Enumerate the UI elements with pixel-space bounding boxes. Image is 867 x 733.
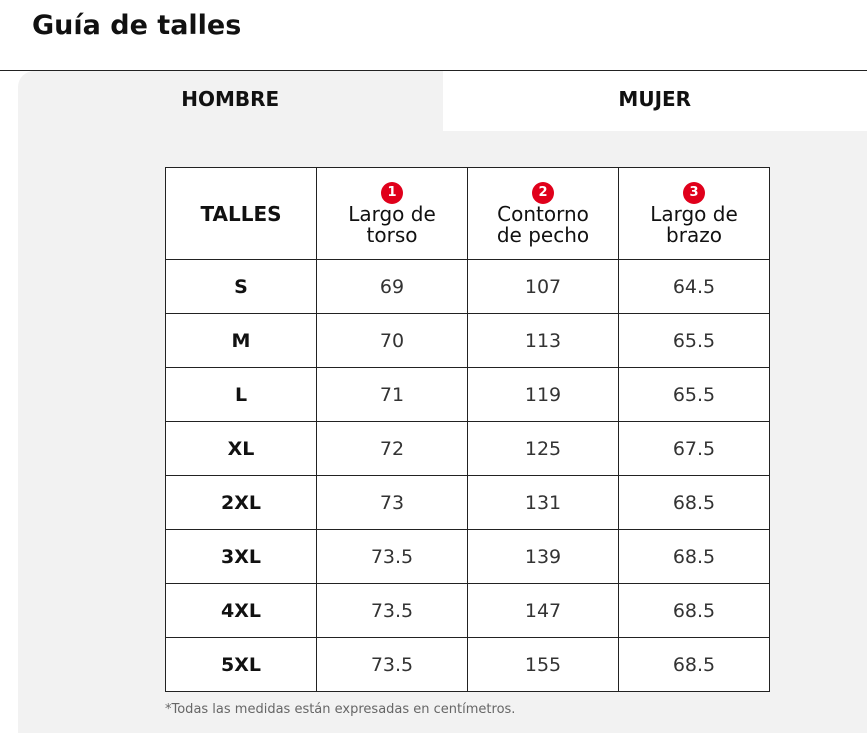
table-cell: 73.5 — [316, 637, 468, 692]
table-cell: L — [165, 367, 317, 422]
table-cell: 72 — [316, 421, 468, 476]
table-cell: 107 — [467, 259, 619, 314]
table-cell: 155 — [467, 637, 619, 692]
table-cell: 2XL — [165, 475, 317, 530]
table-cell: 68.5 — [618, 637, 770, 692]
table-cell: 73 — [316, 475, 468, 530]
badge: 3 — [683, 181, 705, 204]
header-label: Contorno de pecho — [496, 201, 590, 247]
table-cell: 67.5 — [618, 421, 770, 476]
badge: 1 — [381, 181, 403, 204]
table-cell: M — [165, 313, 317, 368]
table-cell: S — [165, 259, 317, 314]
footnote: *Todas las medidas están expresadas en c… — [165, 702, 516, 717]
table-row: M 70 113 65.5 — [165, 313, 770, 368]
header-label: TALLES — [200, 201, 282, 226]
table-cell: 68.5 — [618, 583, 770, 638]
column-header: 3 Largo de brazo — [618, 167, 770, 260]
divider — [0, 70, 867, 71]
tab[interactable]: MUJER — [442, 71, 867, 131]
column-header: 1 Largo de torso — [316, 167, 468, 260]
table-row: 5XL 73.5 155 68.5 — [165, 637, 770, 692]
tab-bar: HOMBRE MUJER — [18, 71, 867, 131]
table-row: S 69 107 64.5 — [165, 259, 770, 314]
table-row: 4XL 73.5 147 68.5 — [165, 583, 770, 638]
table-cell: 68.5 — [618, 529, 770, 584]
table-cell: 70 — [316, 313, 468, 368]
tab[interactable]: HOMBRE — [181, 87, 280, 111]
table-cell: 65.5 — [618, 313, 770, 368]
badge: 2 — [532, 181, 554, 204]
table-cell: 71 — [316, 367, 468, 422]
table-body: S 69 107 64.5 M 70 113 65.5 L 71 119 65.5 XL 72 125 67.… — [165, 259, 770, 692]
table-cell: 73.5 — [316, 529, 468, 584]
table-cell: 65.5 — [618, 367, 770, 422]
table-cell: 139 — [467, 529, 619, 584]
table-row: 2XL 73 131 68.5 — [165, 475, 770, 530]
table-cell: 131 — [467, 475, 619, 530]
table-cell: 113 — [467, 313, 619, 368]
header-label: Largo de torso — [348, 201, 436, 247]
table-cell: 3XL — [165, 529, 317, 584]
table-cell: 64.5 — [618, 259, 770, 314]
table-cell: 125 — [467, 421, 619, 476]
table-row: XL 72 125 67.5 — [165, 421, 770, 476]
table-cell: 4XL — [165, 583, 317, 638]
size-table: TALLES 1 Largo de torso 2 Contorno de pecho 3… — [165, 167, 770, 692]
table-cell: 147 — [467, 583, 619, 638]
table-cell: 5XL — [165, 637, 317, 692]
header-row: TALLES 1 Largo de torso 2 Contorno de pecho 3… — [165, 167, 770, 260]
table-cell: 68.5 — [618, 475, 770, 530]
table-cell: 119 — [467, 367, 619, 422]
table-cell: 73.5 — [316, 583, 468, 638]
table-cell: 69 — [316, 259, 468, 314]
column-header: TALLES — [165, 167, 317, 260]
table-cell: XL — [165, 421, 317, 476]
table-row: 3XL 73.5 139 68.5 — [165, 529, 770, 584]
page-title: Guía de talles — [32, 10, 242, 41]
column-header: 2 Contorno de pecho — [467, 167, 619, 260]
table-row: L 71 119 65.5 — [165, 367, 770, 422]
header-label: Largo de brazo — [650, 201, 738, 247]
